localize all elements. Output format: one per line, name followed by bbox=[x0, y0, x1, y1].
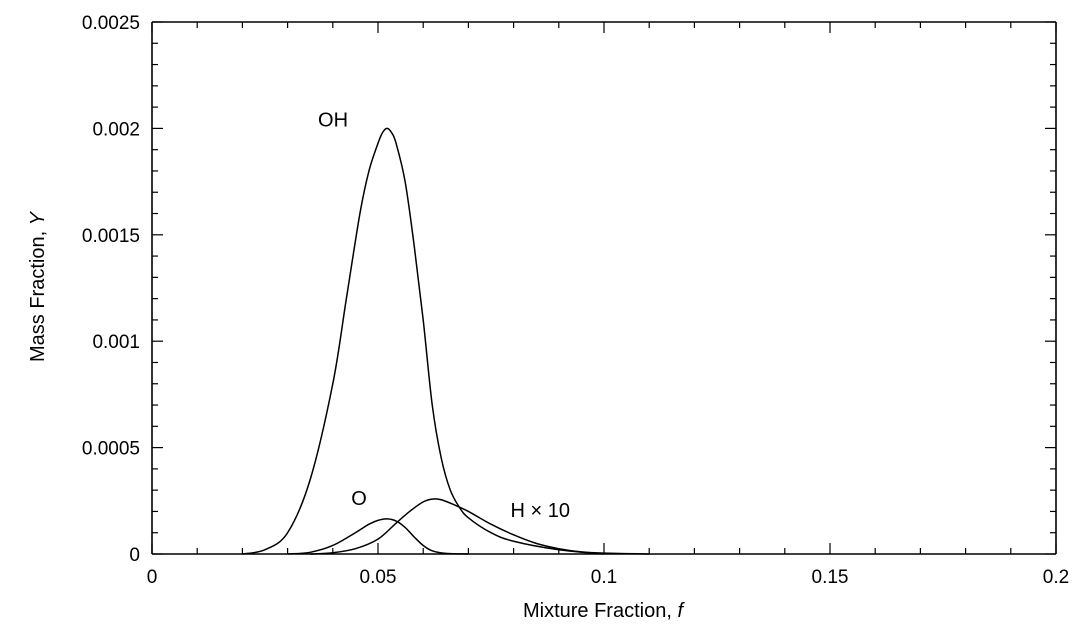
series-line-oh bbox=[242, 127, 605, 555]
x-axis-title: Mixture Fraction, f bbox=[523, 600, 685, 622]
series-line-h-10 bbox=[310, 498, 650, 555]
x-tick-label: 0 bbox=[147, 567, 158, 588]
x-tick-label: 0.1 bbox=[591, 567, 617, 588]
y-axis-ticks: 0 0.0005 0.001 0.0015 0.002 0.0025 bbox=[82, 13, 1056, 566]
series-label-h-10: H × 10 bbox=[510, 500, 569, 522]
series-label-oh: OH bbox=[318, 109, 348, 131]
y-tick-label: 0.0015 bbox=[82, 226, 140, 247]
y-tick-label: 0.002 bbox=[92, 119, 140, 140]
y-tick-label: 0 bbox=[129, 545, 140, 566]
series-group bbox=[242, 127, 650, 555]
plot-frame bbox=[151, 21, 1057, 555]
series-labels: OH O H × 10 bbox=[318, 109, 570, 522]
y-tick-label: 0.0025 bbox=[82, 13, 140, 34]
x-tick-label: 0.15 bbox=[812, 567, 849, 588]
x-tick-label: 0.05 bbox=[360, 567, 397, 588]
series-label-o: O bbox=[351, 488, 367, 510]
x-tick-label: 0.2 bbox=[1043, 567, 1069, 588]
y-axis-title: Mass Fraction, Y bbox=[27, 210, 49, 362]
y-tick-label: 0.001 bbox=[92, 332, 140, 353]
y-tick-label: 0.0005 bbox=[82, 439, 140, 460]
series-line-o bbox=[287, 518, 469, 555]
x-axis-ticks: 0 0.05 0.1 0.15 0.2 bbox=[147, 22, 1069, 588]
